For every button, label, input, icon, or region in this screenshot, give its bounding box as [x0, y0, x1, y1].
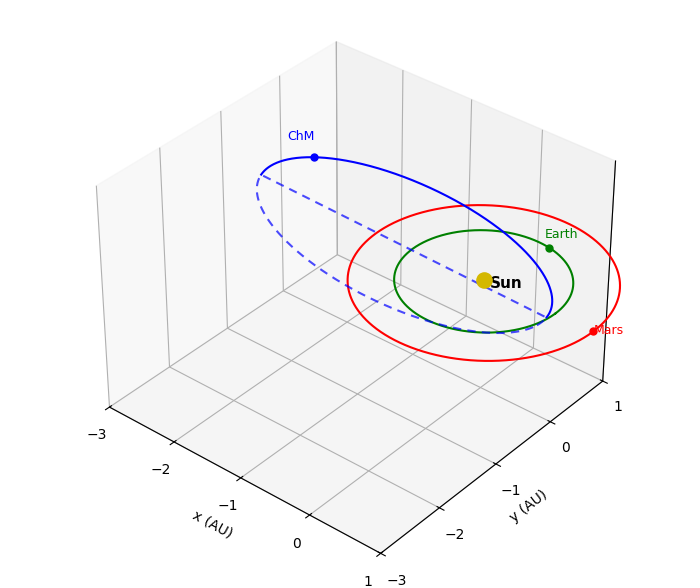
Y-axis label: y (AU): y (AU): [508, 488, 550, 526]
X-axis label: x (AU): x (AU): [190, 508, 234, 541]
